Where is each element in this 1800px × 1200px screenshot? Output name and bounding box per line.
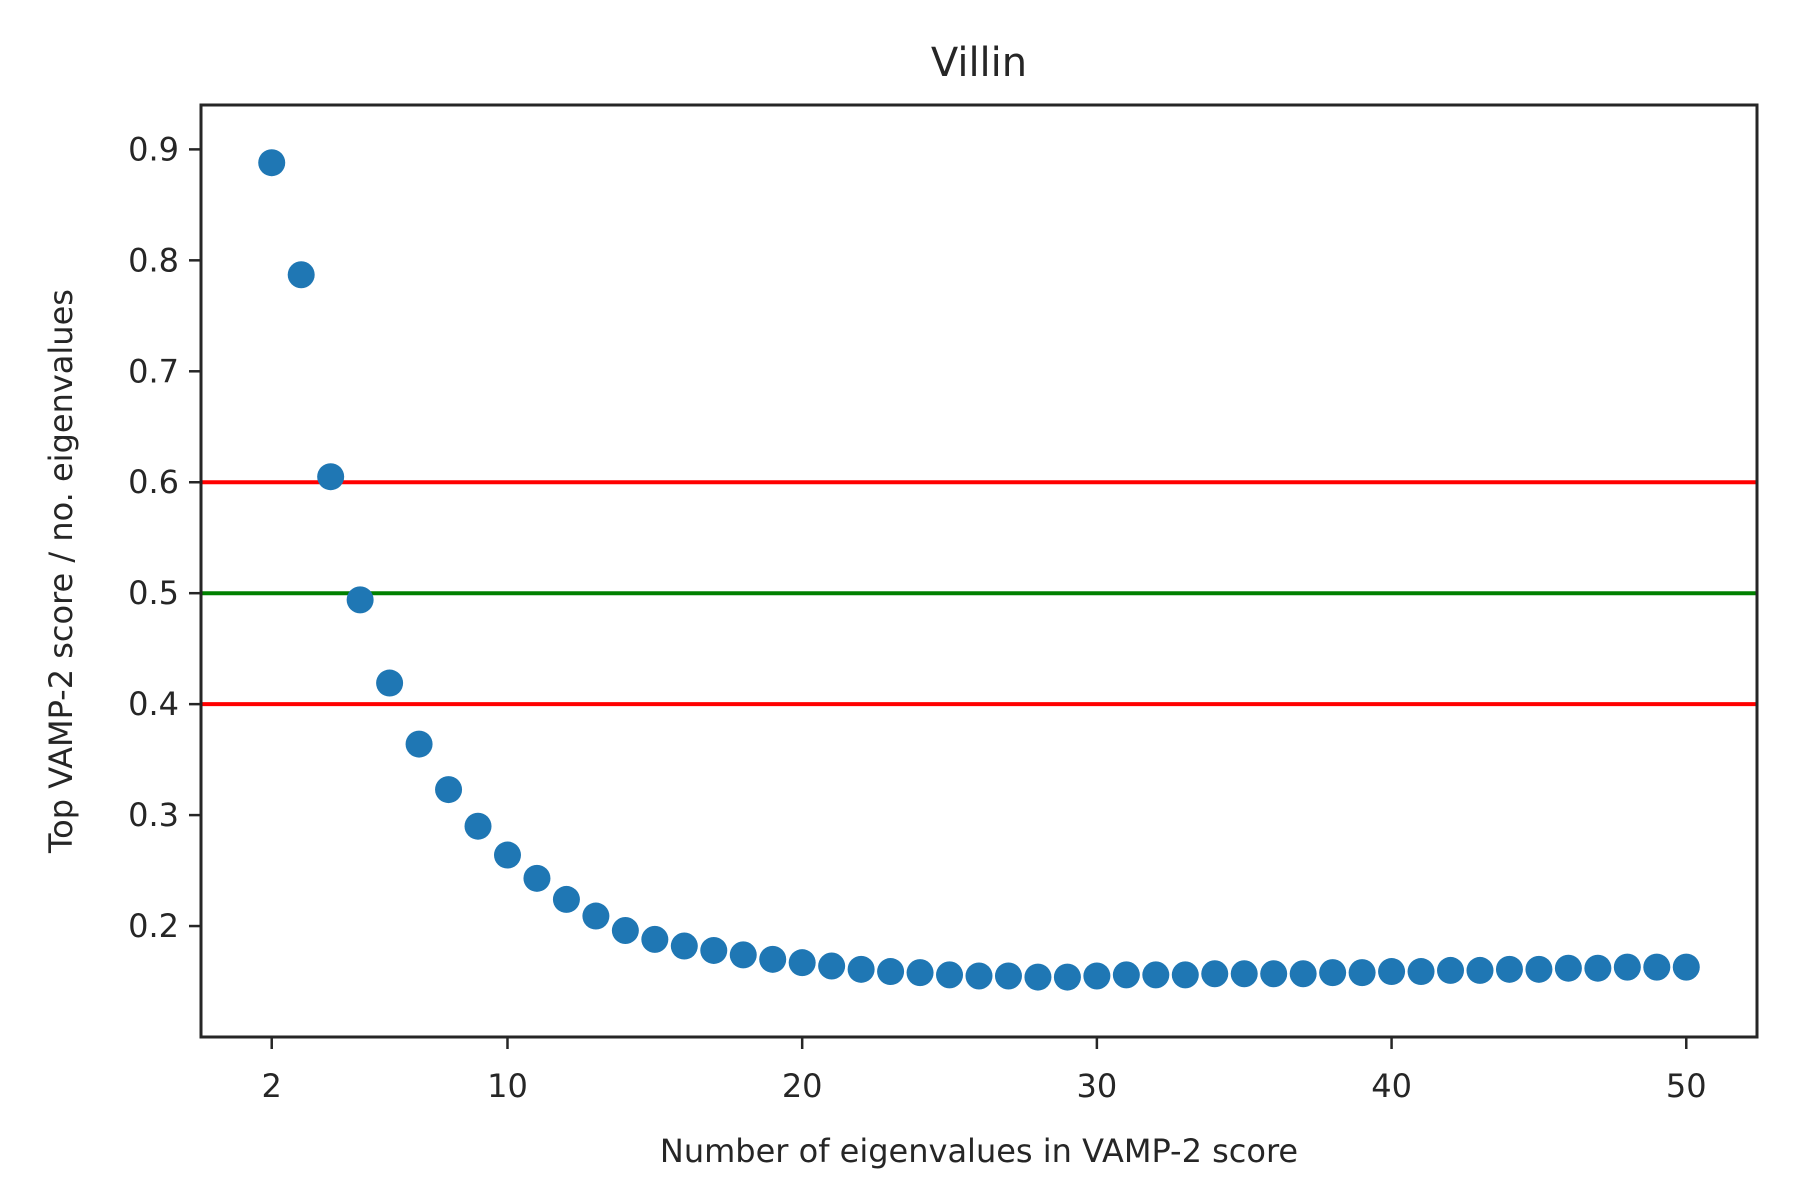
data-point: [346, 586, 374, 614]
y-axis-label: Top VAMP-2 score / no. eigenvalues: [42, 289, 80, 854]
x-axis-ticks: 2 10 20 30 40 50: [262, 1037, 1707, 1105]
y-tick-label: 0.4: [128, 685, 179, 723]
x-tick-label: 10: [487, 1067, 528, 1105]
data-point: [464, 812, 492, 840]
data-point: [1584, 954, 1612, 982]
y-tick-label: 0.2: [128, 907, 179, 945]
y-axis-ticks: 0.2 0.3 0.4 0.5 0.6 0.7 0.8 0.9: [128, 130, 201, 945]
x-tick-label: 20: [782, 1067, 823, 1105]
data-points: [258, 149, 1700, 991]
data-point: [1319, 959, 1347, 987]
data-point: [1201, 960, 1229, 988]
data-point: [1348, 959, 1376, 987]
data-point: [877, 958, 905, 986]
data-point: [936, 961, 964, 989]
data-point: [1053, 963, 1081, 991]
data-point: [1672, 953, 1700, 981]
data-point: [1083, 962, 1111, 990]
data-point: [1171, 961, 1199, 989]
data-point: [405, 730, 433, 758]
data-point: [523, 864, 551, 892]
data-point: [1142, 961, 1170, 989]
data-point: [1260, 960, 1288, 988]
x-tick-label: 40: [1371, 1067, 1412, 1105]
data-point: [1554, 954, 1582, 982]
y-tick-label: 0.6: [128, 463, 179, 501]
data-point: [582, 902, 610, 930]
y-tick-label: 0.9: [128, 130, 179, 168]
data-point: [493, 841, 521, 869]
data-point: [906, 959, 934, 987]
data-point: [1495, 955, 1523, 983]
x-axis-label: Number of eigenvalues in VAMP-2 score: [660, 1132, 1298, 1170]
x-tick-label: 30: [1077, 1067, 1118, 1105]
data-point: [759, 945, 787, 973]
data-point: [1643, 953, 1671, 981]
x-tick-label: 50: [1666, 1067, 1707, 1105]
y-tick-label: 0.7: [128, 352, 179, 390]
y-tick-label: 0.8: [128, 241, 179, 279]
data-point: [1525, 955, 1553, 983]
data-point: [435, 776, 463, 804]
data-point: [818, 952, 846, 980]
data-point: [317, 463, 345, 491]
plot-frame: [199, 103, 1759, 1039]
data-point: [376, 669, 404, 697]
data-point: [641, 925, 669, 953]
data-point: [1024, 963, 1052, 991]
data-point: [994, 962, 1022, 990]
data-point: [1289, 960, 1317, 988]
data-point: [700, 936, 728, 964]
y-tick-label: 0.3: [128, 796, 179, 834]
data-point: [258, 149, 286, 177]
data-point: [1613, 953, 1641, 981]
reference-lines: [201, 480, 1757, 707]
data-point: [965, 962, 993, 990]
data-point: [552, 885, 580, 913]
data-point: [1466, 956, 1494, 984]
chart-title: Villin: [931, 40, 1027, 86]
data-point: [1230, 960, 1258, 988]
data-point: [729, 941, 757, 969]
data-point: [287, 261, 315, 289]
data-point: [847, 955, 875, 983]
data-point: [611, 916, 639, 944]
data-point: [670, 932, 698, 960]
data-point: [788, 949, 816, 977]
y-tick-label: 0.5: [128, 574, 179, 612]
data-point: [1407, 958, 1435, 986]
data-point: [1112, 961, 1140, 989]
data-point: [1378, 958, 1406, 986]
x-tick-label: 2: [262, 1067, 282, 1105]
data-point: [1437, 956, 1465, 984]
